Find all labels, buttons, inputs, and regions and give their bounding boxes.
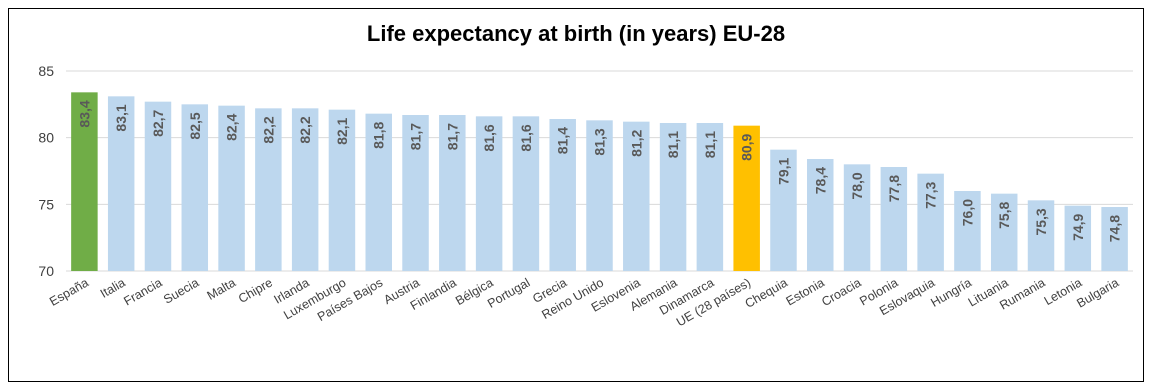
value-label: 81,7: [408, 123, 424, 150]
bar-bélgica: [475, 116, 503, 271]
chart-title: Life expectancy at birth (in years) EU-2…: [367, 21, 785, 46]
bar-chequia: [770, 149, 797, 271]
bar-reino-unido: [586, 120, 613, 271]
value-label: 82,5: [187, 112, 203, 139]
value-label: 80,9: [739, 133, 755, 160]
value-label: 75,3: [1033, 208, 1049, 235]
x-tick-label: Hungría: [928, 275, 974, 309]
value-label: 82,7: [150, 109, 166, 136]
value-label: 81,1: [702, 131, 718, 158]
bar-austria: [402, 115, 429, 271]
bar-ue-28-países-: [733, 125, 760, 272]
bar-hungría: [954, 191, 981, 271]
value-label: 83,1: [113, 104, 129, 131]
y-tick-label: 85: [38, 63, 54, 79]
value-label: 74,9: [1070, 213, 1086, 240]
labels-layer: 83,4 83,1 82,7 82,5 82,4 82,2 82,2 82,1 81,8 81,7…: [76, 100, 1122, 242]
bar-eslovaquia: [917, 173, 944, 271]
bar-portugal: [512, 116, 540, 271]
value-label: 83,4: [76, 100, 92, 127]
x-tick-label: Francia: [121, 275, 164, 308]
value-label: 81,7: [444, 123, 460, 150]
bar-estonia: [807, 159, 834, 271]
value-label: 81,3: [592, 128, 608, 155]
value-label: 81,1: [665, 131, 681, 158]
value-label: 81,6: [518, 124, 534, 151]
y-tick-label: 75: [38, 196, 54, 212]
x-tick-label: Portugal: [485, 275, 532, 310]
chart-frame: Life expectancy at birth (in years) EU-2…: [8, 8, 1144, 382]
value-label: 81,6: [481, 124, 497, 151]
y-tick-label: 80: [38, 130, 54, 146]
bar-españa: [71, 92, 98, 271]
value-label: 75,8: [996, 201, 1012, 228]
bar-lituania: [990, 193, 1018, 271]
value-label: 82,2: [260, 116, 276, 143]
bar-grecia: [549, 119, 576, 271]
x-tick-label: Chipre: [236, 275, 275, 306]
value-label: 81,8: [371, 121, 387, 148]
bar-letonia: [1064, 205, 1092, 271]
value-label: 77,8: [886, 175, 902, 202]
bar-croacia: [843, 164, 871, 271]
value-label: 76,0: [959, 199, 975, 226]
value-label: 82,1: [334, 117, 350, 144]
value-label: 81,4: [555, 127, 571, 154]
bar-polonia: [880, 167, 908, 271]
bar-malta: [218, 105, 245, 272]
x-tick-label: Bulgaria: [1074, 275, 1121, 310]
value-label: 82,2: [297, 116, 313, 143]
bar-italia: [107, 96, 135, 271]
x-tick-label: Chequia: [743, 275, 790, 310]
x-tick-label: Malta: [205, 275, 239, 302]
y-tick-label: 70: [38, 263, 54, 279]
x-tick-label: Estonia: [784, 275, 827, 308]
bar-países-bajos: [365, 113, 392, 272]
bar-francia: [144, 101, 172, 272]
bar-luxemburgo: [328, 109, 356, 272]
bars-layer: [71, 92, 1128, 272]
x-tick-label: Suecia: [161, 275, 201, 306]
bar-suecia: [181, 104, 209, 271]
x-tick-label: España: [47, 275, 91, 308]
value-label: 79,1: [775, 157, 791, 184]
bar-dinamarca: [696, 123, 724, 271]
bar-irlanda: [291, 108, 319, 271]
bar-rumania: [1027, 200, 1055, 271]
life-expectancy-chart: Life expectancy at birth (in years) EU-2…: [38, 21, 1133, 329]
bar-chipre: [255, 108, 282, 271]
x-tick-label: Croacia: [819, 275, 863, 309]
value-label: 74,8: [1107, 215, 1123, 242]
bar-eslovenia: [623, 121, 650, 272]
value-label: 81,2: [628, 129, 644, 156]
value-label: 77,3: [923, 181, 939, 208]
value-label: 78,4: [812, 167, 828, 194]
bar-bulgaria: [1101, 207, 1128, 271]
value-label: 82,4: [224, 113, 240, 140]
value-label: 78,0: [849, 172, 865, 199]
bar-alemania: [659, 123, 687, 271]
bar-finlandia: [439, 115, 466, 271]
